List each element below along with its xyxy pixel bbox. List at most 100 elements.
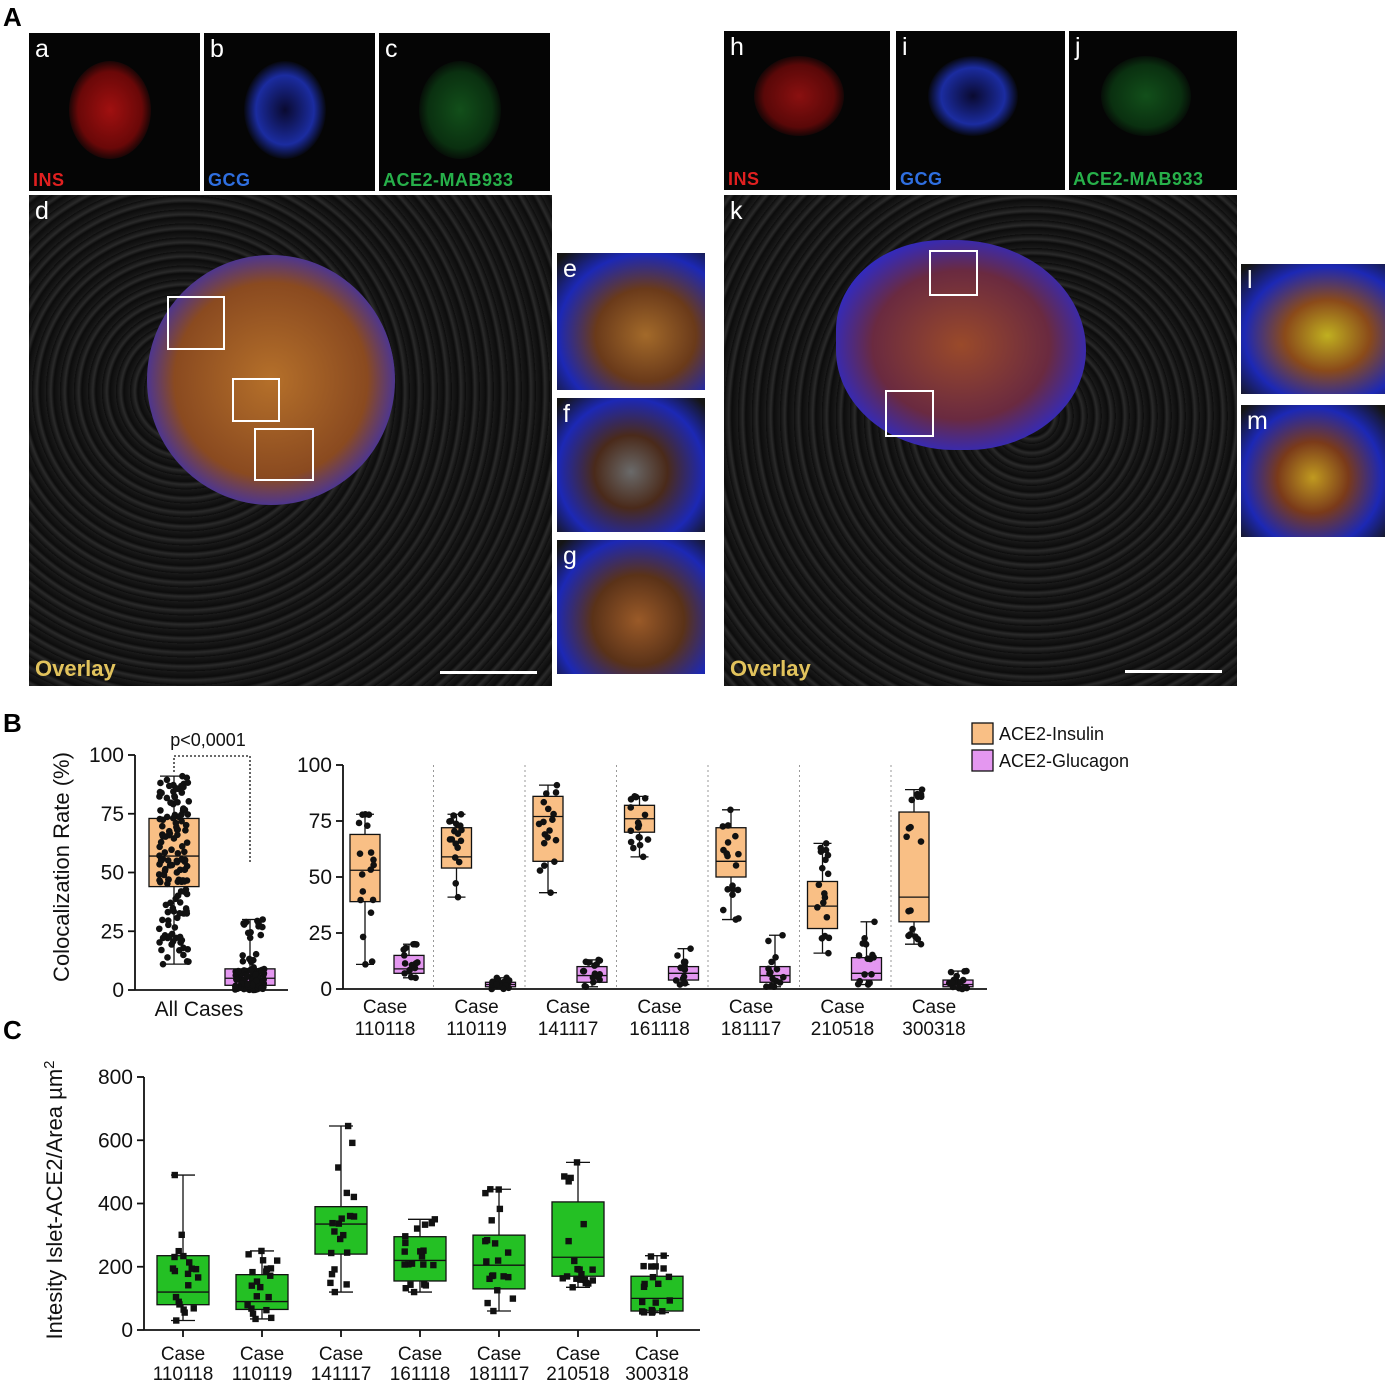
box-ace2-insulin (349, 810, 381, 968)
data-point (165, 831, 173, 839)
data-point (540, 818, 547, 826)
data-point (164, 917, 172, 924)
data-point (188, 1265, 195, 1272)
box-iqr (156, 1255, 210, 1306)
data-point (179, 805, 187, 813)
box-iqr (472, 1234, 526, 1290)
data-point (176, 1301, 183, 1308)
data-point (183, 890, 191, 898)
data-point (245, 955, 253, 963)
box-iqr (235, 1274, 289, 1311)
data-point (254, 985, 261, 993)
data-point (156, 793, 163, 800)
overlay-label: Overlay (730, 656, 811, 681)
data-point (483, 1258, 490, 1265)
data-point (912, 933, 919, 941)
data-point (355, 819, 363, 827)
data-point (170, 908, 178, 915)
data-point (175, 1298, 182, 1306)
islet-stain (1101, 56, 1191, 136)
data-point (589, 978, 597, 986)
data-point (263, 1265, 271, 1273)
data-point (166, 862, 174, 869)
data-point (627, 795, 635, 803)
data-point (176, 899, 184, 906)
legend-label: ACE2-Glucagon (999, 751, 1129, 771)
data-point (247, 980, 255, 987)
data-point (864, 955, 872, 963)
overlay-label: Overlay (35, 656, 116, 681)
data-point (163, 813, 171, 821)
data-point (681, 966, 689, 973)
data-point (173, 823, 180, 831)
data-point (401, 960, 409, 967)
data-point (174, 798, 181, 806)
data-point (448, 836, 456, 843)
data-point (732, 832, 739, 840)
data-point (234, 984, 241, 992)
b-left-y-axis-tick-label: 25 (101, 920, 124, 943)
data-point (546, 827, 553, 834)
data-point (244, 983, 252, 990)
data-point (428, 1219, 435, 1227)
data-point (251, 985, 258, 993)
data-point (735, 850, 742, 858)
data-point (765, 965, 772, 973)
data-point (681, 959, 689, 966)
data-point (582, 1279, 589, 1287)
b-right-y-axis-tick-label: 25 (309, 922, 332, 945)
data-point (509, 1295, 517, 1302)
data-point (173, 826, 181, 834)
data-point (267, 1265, 275, 1272)
data-point (249, 982, 257, 990)
data-point (180, 805, 187, 812)
data-point (350, 1213, 358, 1220)
data-point (552, 789, 560, 796)
data-point (251, 986, 259, 994)
data-point (917, 793, 925, 801)
box-ace2-glucagon (393, 940, 425, 982)
data-point (175, 876, 183, 884)
case-label-line1: Case (912, 997, 956, 1018)
data-point (676, 981, 684, 988)
data-point (421, 1221, 429, 1228)
data-point (488, 985, 496, 993)
data-point (681, 980, 689, 987)
data-point (959, 976, 967, 984)
data-point (159, 916, 166, 924)
data-point (178, 856, 185, 863)
data-point (238, 980, 245, 987)
data-point (732, 862, 740, 869)
data-point (641, 795, 649, 802)
data-point (451, 827, 458, 835)
data-point (235, 971, 243, 979)
data-point (174, 831, 181, 839)
data-point (402, 1233, 409, 1240)
data-point (567, 1174, 574, 1182)
box-ace2-glucagon (759, 931, 791, 991)
data-point (157, 855, 165, 863)
data-point (868, 971, 875, 978)
inset-box-f (232, 378, 280, 422)
data-point (164, 954, 171, 961)
data-point (164, 857, 172, 864)
data-point (414, 959, 421, 966)
micrograph-ins-right: h INS (724, 31, 890, 190)
data-point (634, 819, 642, 826)
data-point (458, 826, 465, 834)
data-point (249, 968, 257, 975)
data-point (451, 854, 459, 861)
data-point (861, 939, 868, 947)
data-point (677, 964, 684, 971)
data-point (169, 814, 177, 822)
data-point (542, 790, 550, 797)
data-point (192, 1265, 200, 1273)
data-point (573, 1159, 581, 1166)
data-point (495, 1186, 502, 1193)
data-point (500, 1273, 507, 1280)
data-point (536, 867, 544, 874)
data-point (181, 806, 189, 814)
data-point (165, 876, 172, 883)
data-point (158, 946, 165, 954)
box-iqr (349, 833, 381, 903)
